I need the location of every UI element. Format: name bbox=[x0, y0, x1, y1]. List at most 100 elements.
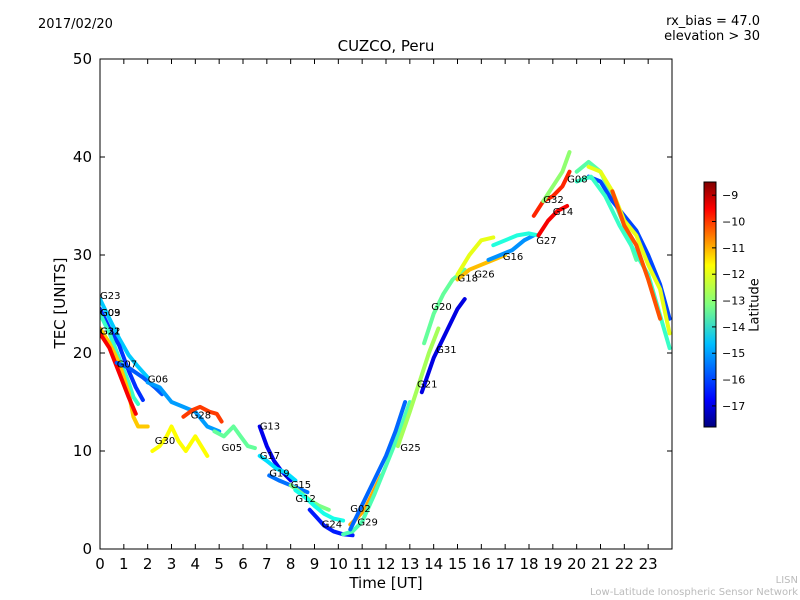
series-track-g16 bbox=[486, 233, 536, 262]
chart-title: CUZCO, Peru bbox=[337, 37, 435, 55]
series-track-g06 bbox=[145, 380, 222, 434]
x-tick-label: 23 bbox=[639, 555, 658, 573]
series-track-g29 bbox=[341, 400, 412, 537]
satellite-label: G15 bbox=[291, 480, 311, 491]
satellite-labels: G23G03G09G31G22G07G06G28G30G05G13G17G19G… bbox=[100, 175, 588, 531]
series-track-g31b bbox=[419, 297, 467, 395]
satellite-label: G22 bbox=[100, 326, 120, 337]
y-tick-label: 10 bbox=[73, 442, 92, 460]
satellite-label: G31 bbox=[100, 326, 120, 337]
credit-long: Low-Latitude Ionospheric Sensor Network bbox=[590, 587, 798, 598]
x-tick-label: 5 bbox=[214, 555, 224, 573]
satellite-label: G31 bbox=[436, 345, 456, 356]
series-track-g12 bbox=[293, 488, 346, 523]
y-tick-label: 0 bbox=[82, 540, 92, 558]
plot-marks bbox=[100, 150, 672, 538]
satellite-label: G05 bbox=[222, 443, 242, 454]
rx-bias-label: rx_bias = 47.0 bbox=[666, 14, 760, 29]
series-track-g28 bbox=[181, 404, 224, 424]
series-track-g26 bbox=[455, 235, 496, 277]
x-tick-label: 8 bbox=[286, 555, 296, 573]
x-tick-label: 10 bbox=[329, 555, 348, 573]
x-tick-label: 17 bbox=[496, 555, 515, 573]
satellite-label: G29 bbox=[357, 518, 377, 529]
x-tick-label: 21 bbox=[591, 555, 610, 573]
series-track-g25 bbox=[348, 400, 408, 532]
series-track-g17 bbox=[257, 453, 298, 483]
satellite-label: G12 bbox=[295, 494, 315, 505]
satellite-label: G06 bbox=[148, 374, 168, 385]
y-tick-label: 40 bbox=[73, 148, 92, 166]
colorbar-tick-label: −16 bbox=[722, 374, 745, 387]
satellite-label: G13 bbox=[260, 421, 280, 432]
colorbar-tick-label: −10 bbox=[722, 216, 745, 229]
series-track-g07 bbox=[114, 360, 164, 397]
x-tick-label: 22 bbox=[615, 555, 634, 573]
satellite-label: G30 bbox=[155, 436, 175, 447]
x-tick-label: 3 bbox=[167, 555, 177, 573]
colorbar-tick-label: −14 bbox=[722, 321, 745, 334]
x-tick-label: 6 bbox=[238, 555, 248, 573]
series-track-g14 bbox=[536, 204, 570, 238]
satellite-label: G19 bbox=[269, 469, 289, 480]
series-track-g01 bbox=[574, 174, 672, 351]
satellite-label: G21 bbox=[417, 379, 437, 390]
x-tick-label: 20 bbox=[567, 555, 586, 573]
satellite-label: G02 bbox=[350, 504, 370, 515]
series-track-g04 bbox=[610, 189, 663, 321]
x-tick-label: 9 bbox=[310, 555, 320, 573]
series-track-g11 bbox=[586, 164, 672, 336]
axes: 0 1 2 3 4 5 6 7 8 9 10 11 12 13 14 15 16 17 18 19 20 21 22 2301… bbox=[73, 50, 672, 573]
x-tick-label: 12 bbox=[376, 555, 395, 573]
satellite-label: G09 bbox=[100, 308, 120, 319]
series-track-g05 bbox=[212, 424, 257, 451]
y-tick-label: 50 bbox=[73, 50, 92, 68]
x-tick-label: 16 bbox=[472, 555, 491, 573]
satellite-label: G16 bbox=[503, 252, 523, 263]
series-track-g22 bbox=[100, 331, 138, 416]
x-tick-label: 19 bbox=[543, 555, 562, 573]
satellite-label: G07 bbox=[117, 360, 137, 371]
satellite-label: G28 bbox=[191, 411, 211, 422]
colorbar-tick-label: −11 bbox=[722, 242, 745, 255]
x-tick-label: 2 bbox=[143, 555, 153, 573]
plot-frame bbox=[99, 58, 673, 550]
y-tick-label: 20 bbox=[73, 344, 92, 362]
x-tick-label: 14 bbox=[424, 555, 443, 573]
x-axis-label: Time [UT] bbox=[349, 574, 423, 592]
series-track-g08 bbox=[541, 150, 572, 204]
series-track-g21 bbox=[395, 326, 441, 449]
satellite-label: G08 bbox=[567, 175, 587, 186]
satellite-label: G14 bbox=[553, 207, 573, 218]
x-tick-label: 11 bbox=[353, 555, 372, 573]
satellite-label: G20 bbox=[431, 302, 451, 313]
x-tick-label: 7 bbox=[262, 555, 272, 573]
x-tick-label: 4 bbox=[191, 555, 201, 573]
colorbar-ticks: −9 −10 −11 −12 −13 −14 −15 −16 −17 bbox=[712, 189, 745, 413]
series-track-g19 bbox=[267, 473, 310, 495]
y-tick-label: 30 bbox=[73, 246, 92, 264]
satellite-label: G26 bbox=[474, 270, 494, 281]
elevation-label: elevation > 30 bbox=[664, 29, 760, 44]
satellite-label: G18 bbox=[458, 274, 478, 285]
colorbar-tick-label: −17 bbox=[722, 400, 745, 413]
date-label: 2017/02/20 bbox=[38, 17, 113, 32]
colorbar-tick-label: −15 bbox=[722, 347, 745, 360]
x-tick-label: 13 bbox=[400, 555, 419, 573]
series-track-g32 bbox=[531, 169, 572, 218]
colorbar bbox=[703, 181, 717, 428]
credit-short: LISN bbox=[775, 575, 798, 586]
satellite-label: G25 bbox=[400, 443, 420, 454]
x-tick-label: 1 bbox=[119, 555, 129, 573]
satellite-label: G17 bbox=[260, 451, 280, 462]
satellite-label: G32 bbox=[543, 195, 563, 206]
series-track-g27 bbox=[491, 231, 541, 248]
colorbar-tick-label: −12 bbox=[722, 268, 745, 281]
satellite-label: G27 bbox=[536, 236, 556, 247]
series-track-g09 bbox=[100, 311, 141, 406]
series-track-g30 bbox=[150, 424, 210, 458]
series-track-g23 bbox=[100, 297, 150, 380]
series-track-g10 bbox=[586, 174, 672, 321]
x-tick-label: 18 bbox=[519, 555, 538, 573]
